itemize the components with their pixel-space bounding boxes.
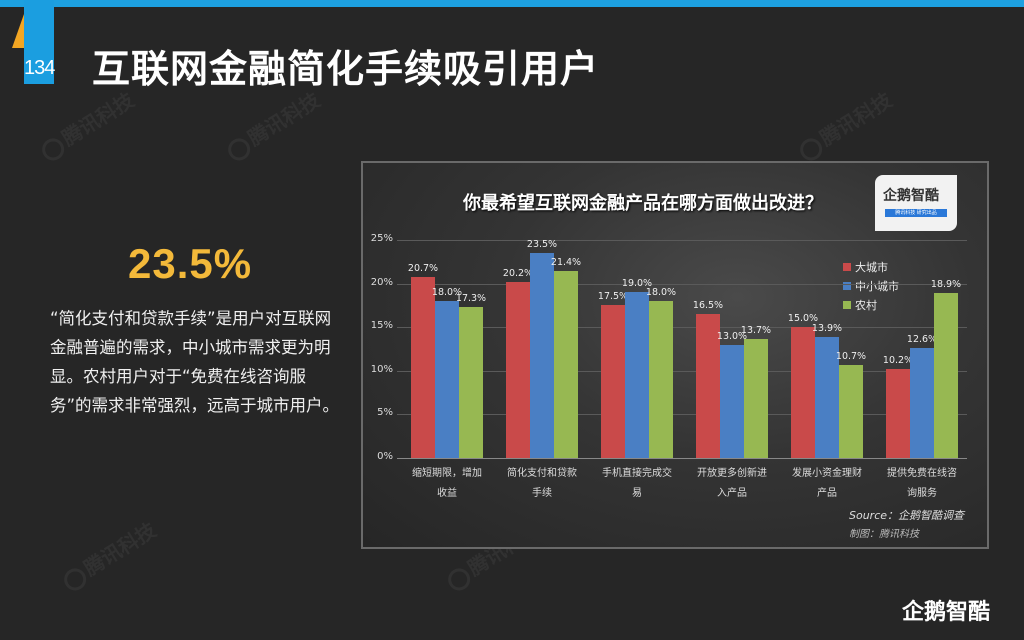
bar-大城市 [791,327,815,458]
bar-大城市 [411,277,435,458]
y-tick-label: 0% [377,451,393,462]
legend-item: 大城市 [843,257,899,276]
bar-大城市 [601,305,625,458]
bar-value-label: 17.5% [597,291,629,303]
bar-value-label: 18.0% [645,287,677,299]
watermark: 腾讯科技 [34,84,138,165]
gridline [397,240,967,241]
bar-value-label: 18.9% [930,279,962,291]
bar-value-label: 17.3% [455,293,487,305]
x-category-label: 手机直接完成交易 [602,468,672,499]
gridline [397,327,967,329]
bar-value-label: 10.7% [835,350,867,362]
watermark: 腾讯科技 [792,84,896,165]
bar-value-label: 12.6% [906,334,938,346]
bar-value-label: 18.0% [431,287,463,299]
bar-大城市 [886,369,910,458]
bar-value-label: 20.7% [407,263,439,275]
highlight-description: “简化支付和贷款手续”是用户对互联网金融普遍的需求，中小城市需求更为明显。农村用… [50,309,340,415]
watermark: 腾讯科技 [220,84,324,165]
footer-brand-logo: 企鹅智酷 [902,600,991,625]
chart-title: 你最希望互联网金融产品在哪方面做出改进？ [463,193,823,214]
bar-value-label: 16.5% [692,300,724,312]
bar-value-label: 20.2% [502,267,534,279]
x-category-label: 缩短期限，增加 收益 [412,468,482,499]
legend-item: 中小城市 [843,276,899,295]
bar-value-label: 13.0% [716,330,748,342]
bar-农村 [839,364,863,458]
gridline [397,370,967,372]
x-axis-line [397,458,967,459]
decorative-triangle [12,14,24,48]
bar-value-label: 23.5% [526,239,558,251]
legend-label: 大城市 [855,260,888,274]
y-tick-label: 10% [370,363,393,375]
bar-中小城市 [435,301,459,458]
watermark: 腾讯科技 [56,514,160,595]
top-accent-bar [0,0,1024,7]
legend-label: 中小城市 [855,279,899,293]
bar-中小城市 [530,253,554,458]
chart-legend: 大城市 中小城市 农村 [843,257,899,314]
page-number: 134 [24,57,55,79]
bar-value-label: 13.9% [811,322,843,334]
page-number-badge: 134 [24,0,55,84]
page-title: 互联网金融简化手续吸引用户 [92,47,600,91]
x-category-label: 开放更多创新进 入产品 [697,468,767,499]
bar-农村 [459,307,483,458]
bar-中小城市 [910,348,934,458]
y-tick-label: 25% [370,233,393,244]
bar-value-label: 13.7% [740,324,772,336]
bar-value-label: 10.2% [882,355,914,367]
bar-农村 [554,271,578,458]
bar-value-label: 19.0% [621,278,653,290]
bar-中小城市 [720,344,744,458]
gridline [397,414,967,416]
legend-swatch-icon [843,262,851,271]
bar-农村 [649,301,673,458]
legend-item: 农村 [843,295,899,314]
bar-value-label: 15.0% [787,313,819,325]
chart-brand-logo: 企鹅智酷 腾讯科技 研究出品 [875,175,957,231]
brand-tagline: 腾讯科技 研究出品 [885,209,947,217]
bar-农村 [744,338,768,458]
bar-大城市 [696,314,720,458]
y-tick-label: 15% [370,320,393,332]
legend-swatch-icon [843,300,851,309]
y-tick-label: 5% [377,407,393,419]
x-category-label: 发展小资金理财 产品 [792,468,862,499]
bar-农村 [934,293,958,458]
y-tick-label: 20% [370,276,393,288]
bar-value-label: 21.4% [550,257,582,269]
bar-大城市 [506,281,530,458]
chart-panel: 你最希望互联网金融产品在哪方面做出改进？ 企鹅智酷 腾讯科技 研究出品 大城市中… [361,161,989,549]
chart-source: Source：企鹅智酷调查 [849,509,965,522]
brand-name: 企鹅智酷 [883,188,939,204]
bar-中小城市 [815,336,839,458]
highlight-stat: 23.5% [128,240,253,287]
legend-label: 农村 [855,298,877,312]
x-category-label: 提供免费在线咨 询服务 [887,468,957,499]
bar-中小城市 [625,292,649,458]
gridline [397,283,967,285]
chart-credit: 制图：腾讯科技 [849,529,919,540]
legend-swatch-icon [843,281,851,290]
x-category-label: 简化支付和贷款 手续 [507,468,577,499]
